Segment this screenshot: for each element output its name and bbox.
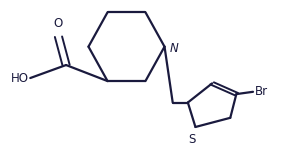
- Text: N: N: [170, 42, 179, 55]
- Text: HO: HO: [11, 72, 29, 84]
- Text: O: O: [54, 17, 63, 30]
- Text: S: S: [189, 133, 196, 146]
- Text: Br: Br: [255, 85, 268, 98]
